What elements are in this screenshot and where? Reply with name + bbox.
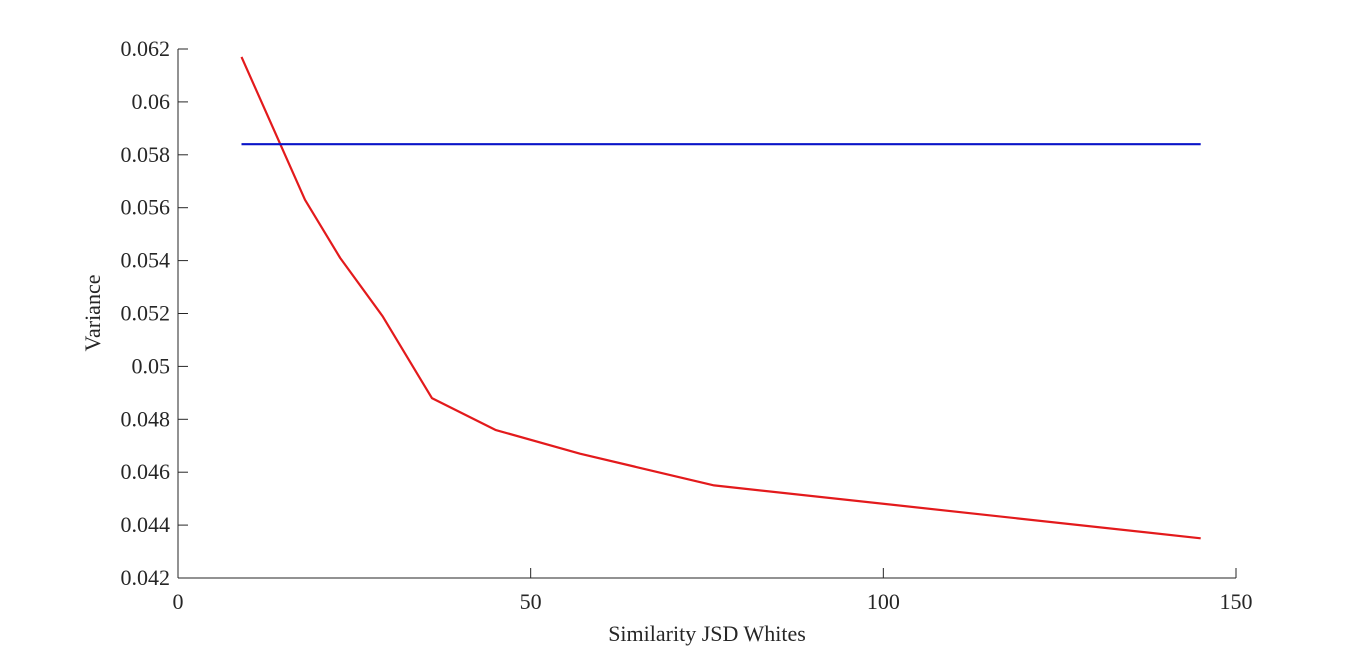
y-tick-label: 0.046 (121, 459, 171, 484)
y-tick-label: 0.044 (121, 512, 171, 537)
axes (177, 48, 1237, 579)
x-tick-label: 150 (1220, 589, 1253, 614)
y-tick-label: 0.058 (121, 142, 171, 167)
series-line-1 (240, 56, 1201, 540)
y-tick-label: 0.062 (121, 36, 171, 61)
x-tick-label: 50 (520, 589, 542, 614)
series-layer (240, 56, 1201, 540)
x-tick-label: 100 (867, 589, 900, 614)
y-tick-label: 0.05 (132, 353, 171, 378)
y-tick-label: 0.054 (121, 248, 171, 273)
tick-labels: 0 50 100 150 0.042 0.044 0.046 0.048 0.05 0.052 0.… (121, 36, 1253, 614)
y-tick-label: 0.048 (121, 406, 171, 431)
y-tick-label: 0.06 (132, 89, 171, 114)
x-tick-label: 0 (173, 589, 184, 614)
y-tick-label: 0.052 (121, 301, 171, 326)
x-axis-label: Similarity JSD Whites (608, 621, 806, 646)
y-tick-label: 0.042 (121, 565, 171, 590)
y-tick-label: 0.056 (121, 195, 171, 220)
y-axis-label: Variance (80, 275, 105, 352)
